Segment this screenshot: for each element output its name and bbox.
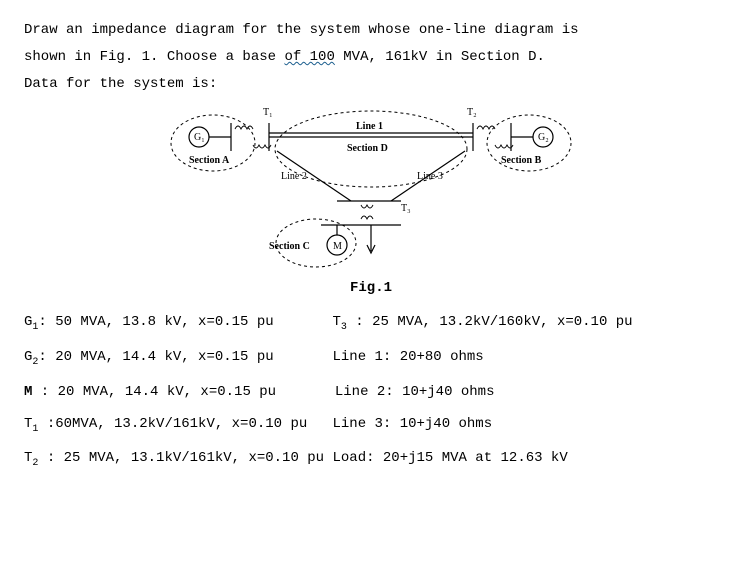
t1-label: T₁	[263, 107, 273, 118]
data-left: T1 :60MVA, 13.2kV/161kV, x=0.10 pu	[24, 416, 307, 432]
data-row: G1: 50 MVA, 13.8 kV, x=0.15 pu T3 : 25 M…	[24, 314, 718, 333]
text: MVA, 161kV in Section D.	[335, 49, 545, 65]
g2-label: G₂	[538, 132, 549, 143]
line2-label: Line 2	[281, 171, 307, 182]
spacer	[274, 314, 333, 330]
one-line-diagram: G₁ T₁ Line 1 Section D T₂ G₂ Line 2 Line…	[161, 101, 581, 276]
t2-label: T₂	[467, 107, 477, 118]
m-label: M	[333, 241, 342, 252]
data-left: G2: 20 MVA, 14.4 kV, x=0.15 pu	[24, 349, 274, 365]
data-right: Load: 20+j15 MVA at 12.63 kV	[332, 450, 567, 466]
line1-label: Line 1	[356, 121, 383, 132]
t3-label: T₃	[401, 203, 411, 214]
problem-line-1: Draw an impedance diagram for the system…	[24, 20, 718, 41]
base-underline: of 100	[284, 49, 334, 65]
section-b-label: Section B	[501, 155, 542, 166]
section-c-label: Section C	[269, 241, 310, 252]
section-a-label: Section A	[189, 155, 230, 166]
data-right: T3 : 25 MVA, 13.2kV/160kV, x=0.10 pu	[332, 314, 632, 330]
figure-caption: Fig.1	[24, 280, 718, 296]
figure-1: G₁ T₁ Line 1 Section D T₂ G₂ Line 2 Line…	[161, 101, 581, 276]
data-row: T2 : 25 MVA, 13.1kV/161kV, x=0.10 pu Loa…	[24, 450, 718, 469]
data-row: M : 20 MVA, 14.4 kV, x=0.15 pu Line 2: 1…	[24, 384, 718, 400]
line3-label: Line 3	[417, 171, 443, 182]
section-d-label: Section D	[347, 143, 388, 154]
data-row: T1 :60MVA, 13.2kV/161kV, x=0.10 pu Line …	[24, 416, 718, 435]
spacer	[307, 416, 332, 432]
spacer	[276, 384, 335, 400]
g1-label: G₁	[194, 132, 205, 143]
data-left: T2 : 25 MVA, 13.1kV/161kV, x=0.10 pu	[24, 450, 324, 466]
system-data: G1: 50 MVA, 13.8 kV, x=0.15 pu T3 : 25 M…	[24, 314, 718, 469]
data-left: M : 20 MVA, 14.4 kV, x=0.15 pu	[24, 384, 276, 400]
data-left: G1: 50 MVA, 13.8 kV, x=0.15 pu	[24, 314, 274, 330]
data-right: Line 1: 20+80 ohms	[332, 349, 483, 365]
data-right: Line 2: 10+j40 ohms	[335, 384, 495, 400]
data-right: Line 3: 10+j40 ohms	[332, 416, 492, 432]
text: shown in Fig. 1. Choose a base	[24, 49, 284, 65]
data-row: G2: 20 MVA, 14.4 kV, x=0.15 pu Line 1: 2…	[24, 349, 718, 368]
problem-line-2: shown in Fig. 1. Choose a base of 100 MV…	[24, 47, 718, 68]
spacer	[274, 349, 333, 365]
problem-line-3: Data for the system is:	[24, 74, 718, 95]
problem-statement: Draw an impedance diagram for the system…	[24, 20, 718, 95]
